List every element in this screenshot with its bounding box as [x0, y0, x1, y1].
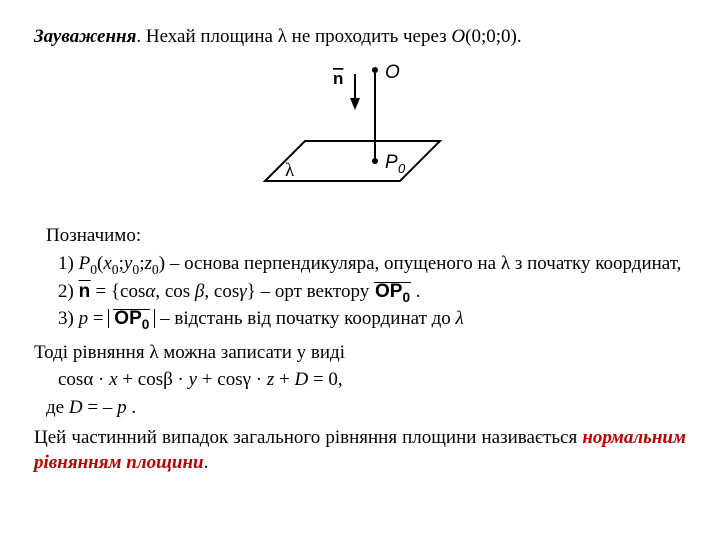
item1-lambda: λ: [501, 253, 510, 274]
eq-eq: = –: [83, 397, 117, 418]
notation-item-2: 2) n = {cosα, cos β, cosγ} – орт вектору…: [46, 279, 686, 305]
remark-lambda: λ: [278, 26, 287, 47]
eq-y: y: [189, 369, 197, 390]
eq-intro-b: можна записати у виді: [159, 342, 345, 363]
equation-line: cosα · x + cosβ · y + cosγ · z + D = 0,: [34, 367, 686, 393]
item3-abs: OP0: [108, 309, 155, 328]
item2-vec: OP: [375, 281, 402, 302]
eq-where: де: [46, 397, 69, 418]
plane-diagram: n O P 0 λ: [245, 56, 475, 206]
item2-c2: , cos: [204, 281, 239, 302]
item1-x-sub: 0: [112, 262, 119, 277]
remark-text-before: . Нехай площина: [136, 26, 277, 47]
item1-p-sub: 0: [90, 262, 97, 277]
item3-p: p: [79, 308, 89, 329]
item1-z-sub: 0: [152, 262, 159, 277]
notation-heading: Позначимо:: [46, 223, 686, 249]
item1-rest-b: з початку координат,: [510, 253, 681, 274]
item1-prefix: 1): [58, 253, 79, 274]
equation-block: Тоді рівняння λ можна записати у виді co…: [34, 340, 686, 421]
eq-gamma: γ: [243, 369, 251, 390]
equation-intro: Тоді рівняння λ можна записати у виді: [34, 340, 686, 366]
eq-d2: D: [69, 397, 83, 418]
svg-text:n: n: [333, 69, 343, 88]
item3-vec: OP: [114, 308, 141, 329]
remark-origin-coords: (0;0;0).: [465, 26, 521, 47]
eq-plusd: +: [274, 369, 294, 390]
conclusion-a: Цей частинний випадок загального рівнянн…: [34, 427, 582, 448]
notation-item-3: 3) p = OP0 – відстань від початку коорди…: [46, 306, 686, 332]
svg-text:O: O: [385, 62, 400, 83]
eq-d: D: [294, 369, 308, 390]
notation-item-1: 1) P0(x0;y0;z0) – основа перпендикуляра,…: [46, 251, 686, 277]
eq-cos2: + cos: [118, 369, 164, 390]
item2-vec-sub: 0: [402, 289, 410, 304]
item1-rest-a: – основа перпендикуляра, опущеного на: [165, 253, 501, 274]
item3-eq: =: [88, 308, 108, 329]
remark-text-mid: не проходить через: [287, 26, 452, 47]
item2-dot: .: [411, 281, 421, 302]
item1-z: z: [144, 253, 151, 274]
eq-alpha: α: [83, 369, 93, 390]
item2-prefix: 2): [58, 281, 79, 302]
diagram-container: n O P 0 λ: [34, 56, 686, 214]
eq-cos1: cos: [58, 369, 83, 390]
item3-rest: – відстань від початку координат до: [155, 308, 455, 329]
remark-label: Зауваження: [34, 26, 136, 47]
svg-text:λ: λ: [285, 160, 295, 181]
eq-dot3: ·: [251, 369, 267, 390]
equation-where: де D = – p .: [34, 395, 686, 421]
eq-intro-a: Тоді рівняння: [34, 342, 149, 363]
item2-gamma: γ: [239, 281, 247, 302]
eq-p: p: [117, 397, 127, 418]
eq-intro-lambda: λ: [149, 342, 158, 363]
item2-alpha: α: [145, 281, 155, 302]
item2-rest: – орт вектору: [256, 281, 374, 302]
item3-vec-sub: 0: [142, 317, 150, 332]
item2-vec-bar: OP0: [374, 282, 411, 301]
eq-x: x: [109, 369, 117, 390]
eq-beta: β: [163, 369, 173, 390]
svg-text:0: 0: [398, 161, 406, 176]
item3-prefix: 3): [58, 308, 79, 329]
eq-cos3: + cos: [197, 369, 243, 390]
item2-eq: = {cos: [91, 281, 146, 302]
item2-close: }: [247, 281, 256, 302]
item2-n-bar: n: [79, 281, 91, 302]
eq-end: .: [127, 397, 137, 418]
eq-zero: = 0,: [308, 369, 342, 390]
remark-origin-o: O: [451, 26, 465, 47]
item2-c1: , cos: [155, 281, 195, 302]
remark-line: Зауваження. Нехай площина λ не проходить…: [34, 24, 686, 50]
item1-x: x: [103, 253, 111, 274]
item2-beta: β: [195, 281, 204, 302]
item3-vec-bar: OP0: [113, 309, 150, 328]
eq-dot2: ·: [173, 369, 189, 390]
item1-p: P: [79, 253, 91, 274]
item3-lambda: λ: [456, 308, 464, 329]
conclusion-block: Цей частинний випадок загального рівнянн…: [34, 425, 686, 476]
conclusion-b: .: [204, 452, 209, 473]
notation-block: Позначимо: 1) P0(x0;y0;z0) – основа перп…: [34, 223, 686, 332]
eq-dot1: ·: [93, 369, 109, 390]
svg-text:P: P: [385, 152, 398, 173]
